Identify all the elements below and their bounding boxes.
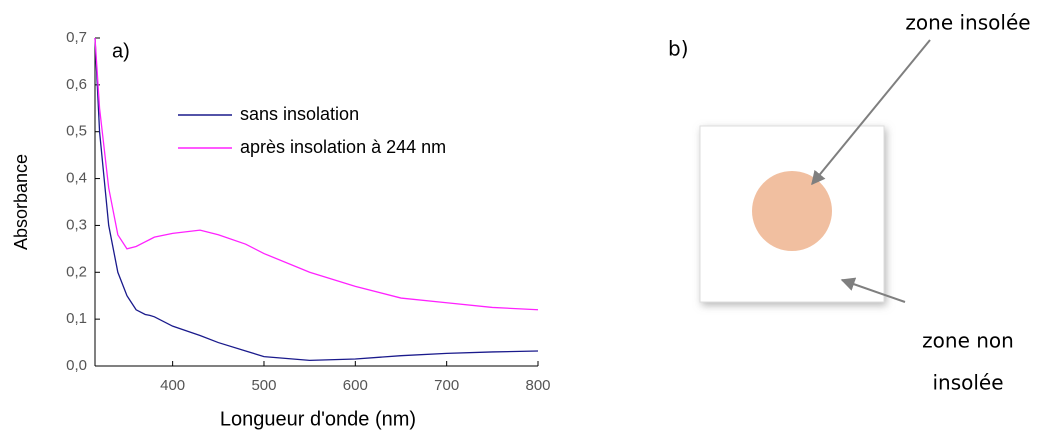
annotation: zone non (922, 329, 1014, 353)
arrow (811, 39, 931, 186)
x-tick-label: 700 (434, 377, 459, 394)
y-axis-label: Absorbance (11, 154, 31, 250)
legend-label: sans insolation (240, 104, 359, 124)
y-tick-label: 0,0 (66, 357, 87, 374)
y-tick-label: 0,7 (66, 29, 87, 46)
panel-label: b) (668, 37, 689, 61)
x-tick-label: 400 (160, 377, 185, 394)
panel-label: a) (112, 40, 130, 62)
x-axis-label: Longueur d'onde (nm) (220, 408, 416, 430)
x-tick-label: 600 (343, 377, 368, 394)
data-line (94, 37, 539, 362)
y-tick-label: 0,1 (66, 310, 87, 327)
y-tick-label: 0,4 (66, 170, 87, 187)
data-line (94, 37, 539, 311)
panel-b: b) zone insolée zone non insolée (668, 11, 1031, 395)
annotation: zone insolée (905, 11, 1030, 35)
legend-label: après insolation à 244 nm (240, 137, 446, 157)
chart: a) Longueur d'onde (nm) Absorbance 0,0 0,… (11, 29, 551, 430)
insolated-zone (752, 171, 832, 251)
x-tick-label: 800 (525, 377, 550, 394)
annotation: insolée (932, 371, 1003, 395)
arrow (840, 277, 906, 303)
x-tick-label: 500 (251, 377, 276, 394)
y-tick-label: 0,5 (66, 123, 87, 140)
y-tick-label: 0,3 (66, 216, 87, 233)
y-tick-label: 0,6 (66, 76, 87, 93)
y-tick-label: 0,2 (66, 263, 87, 280)
